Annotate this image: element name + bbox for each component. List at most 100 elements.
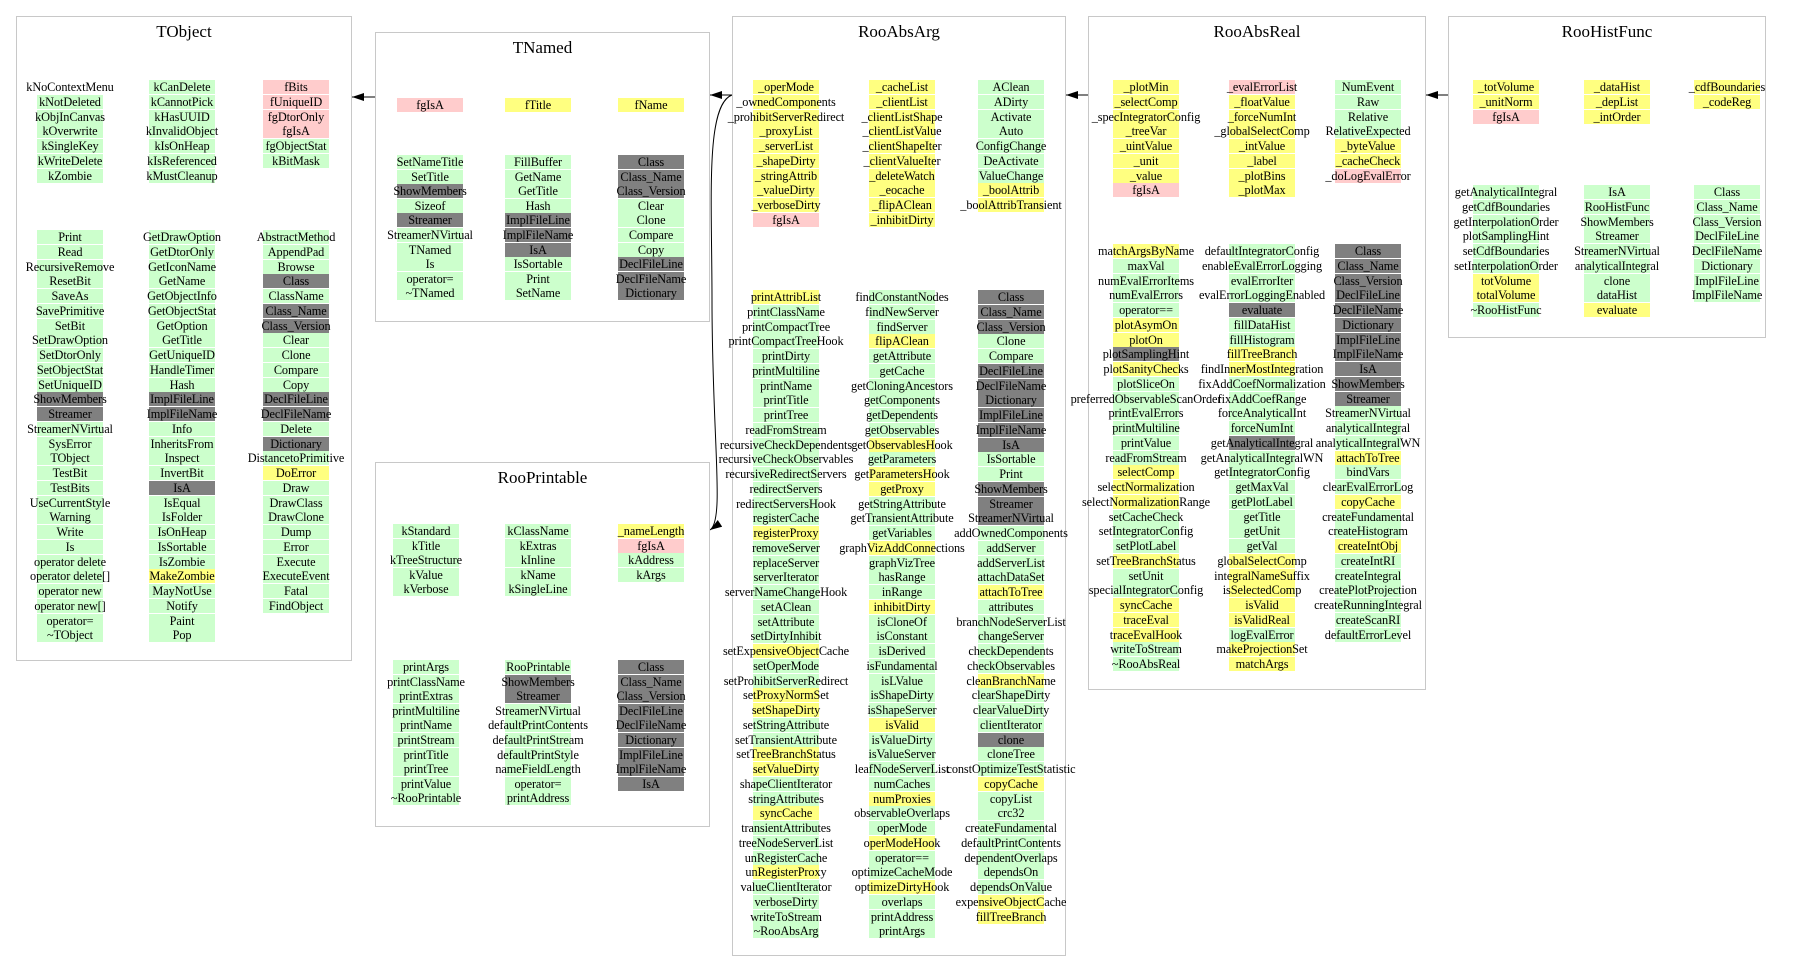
member-label: fgDtorOnly — [267, 109, 325, 124]
member-label: RecursiveRemove — [25, 259, 115, 274]
member-label: isValueDirty — [871, 732, 933, 747]
member-label: _unitNorm — [1479, 94, 1533, 109]
member-highlight — [37, 451, 103, 466]
member-highlight — [149, 480, 215, 495]
member-label: kSingleLine — [508, 582, 568, 597]
member-tobject: kNoContextMenu — [0, 80, 160, 94]
member-label: _shapeDirty — [756, 153, 816, 168]
member-highlight — [393, 674, 459, 689]
member-highlight — [263, 392, 329, 407]
member-highlight — [753, 363, 819, 378]
member-rooabsarg: ADirty — [921, 94, 1101, 109]
member-label: operator new[] — [34, 598, 106, 613]
member-rooabsarg: defaultPrintContents — [921, 835, 1101, 850]
member-label: _nameLength — [617, 524, 685, 538]
member-label: GetUniqueID — [149, 348, 215, 362]
member-highlight — [37, 466, 103, 480]
member-label: _evalErrorList — [1226, 80, 1298, 94]
member-label: getStringAttribute — [858, 496, 946, 511]
member-tnamed: Print — [448, 271, 628, 286]
member-label: _inhibitDirty — [870, 212, 934, 227]
member-tnamed: GetName — [448, 169, 628, 184]
member-rooabsreal: defaultErrorLevel — [1278, 627, 1458, 642]
member-label: DrawClass — [269, 495, 323, 510]
member-tobject: Class_Version — [206, 318, 386, 333]
member-rooabsarg: Auto — [921, 124, 1101, 139]
member-highlight — [397, 257, 463, 272]
member-label: kTitle — [411, 538, 441, 553]
member-label: InheritsFrom — [150, 436, 214, 451]
member-label: getUnit — [1243, 524, 1281, 539]
member-label: addServer — [986, 540, 1036, 555]
member-label: IsZombie — [158, 554, 206, 569]
member-highlight — [978, 80, 1044, 94]
member-rooabsarg: serverIterator — [696, 570, 876, 585]
member-label: StreamerNVirtual — [1325, 406, 1411, 421]
member-roohistfunc: _codeReg — [1637, 94, 1795, 109]
member-label: DrawClone — [268, 510, 324, 525]
member-label: Hash — [525, 198, 551, 213]
member-label: ImplFileLine — [1695, 273, 1759, 288]
member-label: Compare — [628, 228, 674, 242]
member-label: Copy — [282, 377, 310, 392]
member-label: shapeClientIterator — [739, 776, 833, 791]
member-label: matchArgs — [1235, 657, 1289, 671]
member-tobject: Browse — [206, 259, 386, 274]
member-rooabsarg: clearShapeDirty — [921, 688, 1101, 703]
member-label: setAttribute — [757, 614, 815, 629]
member-label: Streamer — [48, 407, 92, 421]
member-label: graphVizAddConnections — [839, 540, 965, 555]
member-tobject: Hash — [92, 377, 272, 392]
member-highlight — [37, 289, 103, 303]
member-highlight — [618, 674, 684, 689]
member-tobject: Draw — [206, 480, 386, 495]
member-label: analyticalIntegral — [1574, 258, 1660, 273]
member-label: getProxy — [880, 481, 924, 496]
member-tnamed: Is — [340, 257, 520, 272]
member-label: Class_Name — [1337, 258, 1399, 273]
member-tobject: kObjInCanvas — [0, 109, 160, 124]
member-tnamed: TNamed — [340, 242, 520, 257]
member-rooabsarg: printTitle — [696, 393, 876, 408]
member-tobject: DrawClass — [206, 495, 386, 510]
member-highlight — [149, 168, 215, 183]
member-label: Class_Version — [1333, 273, 1403, 288]
member-highlight — [753, 422, 819, 437]
member-label: SavePrimitive — [35, 303, 105, 318]
member-label: _treeVar — [1125, 124, 1167, 139]
member-rooprintable: Streamer — [448, 689, 628, 704]
member-tobject: DeclFileLine — [206, 392, 386, 407]
member-label: Fatal — [283, 584, 309, 598]
member-rooabsarg: serverNameChangeHook — [696, 585, 876, 599]
member-label: Browse — [277, 259, 315, 274]
member-tobject: SetDtorOnly — [0, 348, 160, 362]
member-label: Print — [999, 467, 1023, 481]
member-label: printTree — [763, 408, 809, 422]
member-rooabsreal: matchArgs — [1172, 657, 1352, 671]
member-highlight — [753, 94, 819, 109]
member-label: selectNormalizationRange — [1081, 494, 1211, 509]
member-highlight — [263, 109, 329, 124]
member-rooabsarg: _clientListValue — [812, 124, 992, 139]
member-label: ExecuteEvent — [262, 569, 330, 584]
member-highlight — [753, 124, 819, 139]
member-label: GetName — [514, 169, 562, 184]
member-highlight — [393, 747, 459, 762]
member-highlight — [618, 155, 684, 169]
member-rooabsarg: printCompactTree — [696, 319, 876, 334]
member-highlight — [149, 348, 215, 362]
member-rooabsarg: setTreeBranchStatus — [696, 747, 876, 762]
member-label: Class_Name — [620, 674, 682, 689]
member-label: forceNumInt — [1230, 421, 1294, 435]
member-label: recursiveCheckDependents — [719, 437, 853, 452]
member-highlight — [149, 584, 215, 598]
member-label: setAClean — [760, 599, 812, 614]
member-roohistfunc: DeclFileLine — [1637, 229, 1795, 244]
member-label: operator= — [514, 776, 562, 791]
member-label: Hash — [169, 377, 195, 392]
member-rooabsreal: createRunningIntegral — [1278, 598, 1458, 612]
member-tobject: GetDrawOption — [92, 230, 272, 244]
member-label: ImplFileLine — [979, 408, 1043, 422]
member-label: Dump — [280, 525, 312, 539]
member-tobject: MakeZombie — [92, 569, 272, 584]
